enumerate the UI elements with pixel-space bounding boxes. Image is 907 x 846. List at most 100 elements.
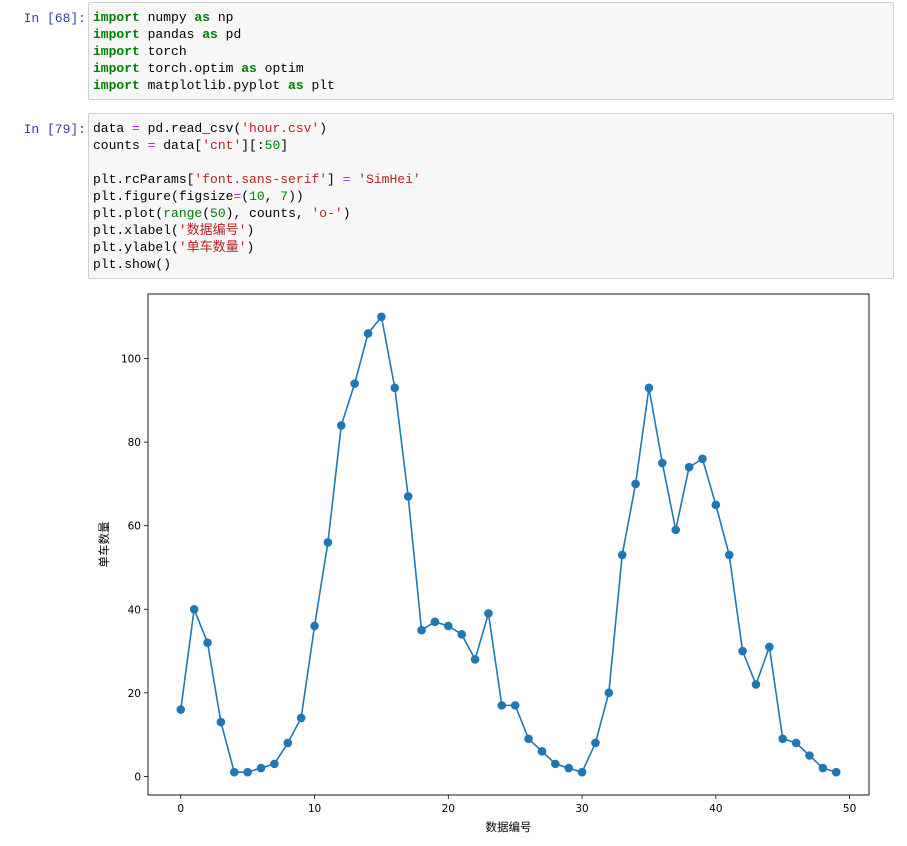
code-input-area[interactable]: data = pd.read_csv('hour.csv') counts = d… [88,113,894,279]
x-tick-label: 10 [308,803,321,815]
data-point [537,747,547,756]
data-point [658,458,667,468]
y-tick-label: 40 [128,604,141,616]
data-point [310,621,319,631]
code-token: ] [327,172,343,187]
data-point [189,604,199,614]
data-point [444,621,453,631]
code-token: import [93,78,140,93]
data-point [270,759,279,769]
data-point [604,688,614,698]
code-token: ( [241,189,250,204]
code-token: 10 [249,189,265,204]
code-token: 'font.sans-serif' [194,172,328,187]
data-point [216,717,226,727]
data-point [243,767,252,777]
code-token: as [194,10,211,25]
code-token: ( [202,206,211,221]
code-token: numpy [139,10,195,25]
code-token: 50 [264,138,281,153]
data-point [363,329,373,338]
code-token: pd [217,27,242,42]
data-point [805,751,814,760]
line-chart: 0 10 20 30 40 50 0 20 40 60 80 100 数据编号 单车数量 [97,293,870,834]
data-point [564,763,573,773]
axes-frame [147,293,870,796]
data-point [671,525,681,535]
data-point [430,617,440,627]
data-point [751,680,761,689]
code-token: plt.show() [93,257,172,272]
code-line: import matplotlib.pyplot as plt [93,77,889,94]
code-line: import numpy as np [93,9,889,26]
code-token: 'o-' [311,206,343,221]
data-point [470,655,480,664]
code-token: range [163,206,203,221]
data-point [497,701,507,710]
cell-prompt: In [79]: [23,122,86,137]
code-token: 'SimHei' [358,172,421,187]
data-point [778,734,788,744]
data-point [510,701,520,710]
data-point [457,630,466,639]
data-point [738,646,747,656]
y-tick-label: 80 [128,437,141,449]
code-token: 'hour.csv' [241,121,320,136]
code-token: , [264,189,281,204]
code-token: data[ [155,138,203,153]
x-tick-label: 20 [442,803,455,815]
data-point [631,479,640,489]
cell-prompt: In [68]: [23,11,86,26]
code-token: import [93,44,140,59]
code-token: import [93,61,140,76]
y-axis-label: 单车数量 [97,522,111,568]
code-cell-2[interactable]: In [79]: data = pd.read_csv('hour.csv') c… [0,113,907,279]
code-token: np [210,10,234,25]
code-token: as [241,61,257,76]
code-token: 7 [280,189,289,204]
data-point [831,767,841,777]
code-line: import torch.optim as optim [93,60,889,77]
data-point [350,379,359,388]
x-tick-label: 30 [575,803,588,815]
code-line: plt.rcParams['font.sans-serif'] = 'SimHe… [93,171,889,188]
code-line: plt.ylabel('单车数量') [93,239,889,256]
data-point [484,609,493,618]
code-token: ) [246,223,255,238]
code-cell-1[interactable]: In [68]: import numpy as np import pandas… [0,2,907,100]
data-point [323,538,333,547]
x-tick-label: 50 [843,803,856,815]
code-token: ][: [241,138,265,153]
code-token: ) [342,206,351,221]
code-line: import torch [93,43,889,60]
code-token: matplotlib.pyplot [139,78,289,93]
x-tick-label: 40 [709,803,722,815]
y-tick-label: 100 [121,354,141,366]
code-token: 50 [210,206,226,221]
code-token: plt.plot( [93,206,164,221]
data-point [256,763,266,773]
data-point [577,767,587,777]
x-tick-label: 0 [177,803,184,815]
code-token: torch [139,44,187,59]
data-point [390,383,400,393]
series-line [179,314,837,774]
code-token: = [147,138,156,153]
data-point [176,705,186,714]
code-line: plt.show() [93,256,889,273]
data-point [644,383,654,393]
code-line: plt.figure(figsize=(10, 7)) [93,188,889,205]
code-token: import [93,27,140,42]
x-axis-label: 数据编号 [486,820,532,834]
code-token: torch.optim [139,61,242,76]
code-line: data = pd.read_csv('hour.csv') [93,120,889,137]
code-input-area[interactable]: import numpy as np import pandas as pd imp… [88,2,894,100]
code-token: = [132,121,140,136]
code-token: = [233,189,242,204]
data-point [377,312,386,322]
data-point [684,462,694,472]
cell-output-chart: 0 10 20 30 40 50 0 20 40 60 80 100 数据编号 单车数量 [88,284,888,841]
code-line: import pandas as pd [93,26,889,43]
code-token: ) [319,121,328,136]
data-point [551,759,560,769]
